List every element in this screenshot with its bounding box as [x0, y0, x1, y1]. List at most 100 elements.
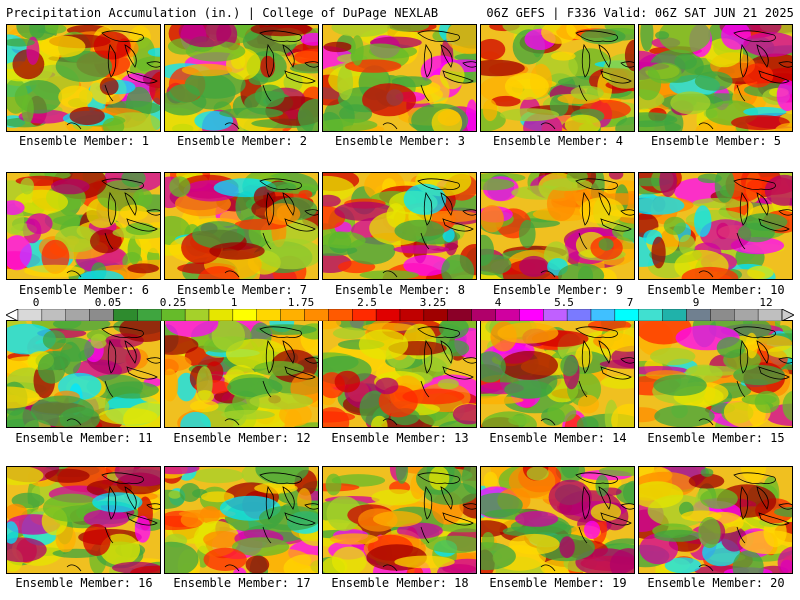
colorbar-swatch — [280, 309, 305, 321]
ensemble-panel-7 — [164, 172, 319, 280]
ensemble-member-label: Ensemble Member: 4 — [492, 134, 624, 148]
great-lakes-outline — [224, 472, 318, 572]
colorbar-swatch — [447, 309, 472, 321]
colorbar-swatch — [734, 309, 759, 321]
great-lakes-outline — [698, 472, 792, 572]
colorbar-tick-label: 1 — [230, 296, 238, 309]
great-lakes-outline — [66, 472, 160, 572]
precip-map — [639, 321, 792, 427]
great-lakes-outline — [698, 326, 792, 426]
ensemble-panel-9 — [480, 172, 635, 280]
great-lakes-outline — [224, 178, 318, 278]
colorbar-swatch — [686, 309, 711, 321]
colorbar-tick-label: 2.5 — [357, 296, 377, 309]
ensemble-panel-17 — [164, 466, 319, 574]
ensemble-member-label: Ensemble Member: 1 — [18, 134, 150, 148]
great-lakes-outline — [540, 30, 634, 130]
precip-map — [639, 173, 792, 279]
colorbar-tick-label: 9 — [692, 296, 700, 309]
colorbar-swatch — [89, 309, 114, 321]
ensemble-member-label: Ensemble Member: 9 — [492, 283, 624, 297]
ensemble-panel-5 — [638, 24, 793, 132]
colorbar-swatch — [614, 309, 639, 321]
ensemble-member-label: Ensemble Member: 6 — [18, 283, 150, 297]
colorbar-swatch — [208, 309, 234, 321]
ensemble-member-label: Ensemble Member: 20 — [647, 576, 785, 590]
colorbar-scale — [6, 309, 794, 321]
colorbar-tick-label: 4 — [494, 296, 502, 309]
colorbar-swatch — [757, 309, 783, 321]
colorbar-swatch — [65, 309, 90, 321]
ensemble-member-label: Ensemble Member: 11 — [15, 431, 153, 445]
precip-map — [323, 25, 476, 131]
colorbar-right-arrow — [781, 309, 794, 321]
colorbar-swatch — [41, 309, 66, 321]
great-lakes-outline — [66, 178, 160, 278]
colorbar-swatch — [566, 309, 592, 321]
colorbar-swatch — [590, 309, 616, 321]
ensemble-member-label: Ensemble Member: 17 — [173, 576, 311, 590]
ensemble-member-label: Ensemble Member: 5 — [650, 134, 782, 148]
precip-map — [481, 467, 634, 573]
colorbar-swatch — [256, 309, 281, 321]
colorbar-legend: 0 0.05 0.25 1 1.75 2.5 3.25 4 5.5 7 9 12 — [6, 296, 794, 321]
ensemble-member-label: Ensemble Member: 18 — [331, 576, 469, 590]
ensemble-member-label: Ensemble Member: 15 — [647, 431, 785, 445]
precip-map — [481, 173, 634, 279]
colorbar-tick-label: 7 — [626, 296, 634, 309]
ensemble-member-label: Ensemble Member: 13 — [331, 431, 469, 445]
colorbar-tick-label: 0.25 — [159, 296, 187, 309]
colorbar-tick-label: 0.05 — [94, 296, 122, 309]
ensemble-panel-18 — [322, 466, 477, 574]
ensemble-panel-3 — [322, 24, 477, 132]
precip-map — [481, 321, 634, 427]
ensemble-panel-11 — [6, 320, 161, 428]
ensemble-panel-13 — [322, 320, 477, 428]
precip-map — [7, 321, 160, 427]
precip-map — [323, 467, 476, 573]
great-lakes-outline — [382, 472, 476, 572]
colorbar-swatch — [304, 309, 329, 321]
colorbar-swatch — [184, 309, 210, 321]
precip-map — [165, 321, 318, 427]
colorbar-swatch — [328, 309, 353, 321]
colorbar-swatch — [137, 309, 162, 321]
ensemble-member-label: Ensemble Member: 7 — [176, 283, 308, 297]
colorbar-swatch — [495, 309, 520, 321]
great-lakes-outline — [66, 326, 160, 426]
precip-map — [323, 173, 476, 279]
precip-map — [165, 467, 318, 573]
ensemble-panel-2 — [164, 24, 319, 132]
great-lakes-outline — [540, 472, 634, 572]
colorbar-tick-label: 0 — [32, 296, 40, 309]
colorbar-swatch — [423, 309, 448, 321]
colorbar-swatch — [375, 309, 401, 321]
colorbar-swatch — [161, 309, 186, 321]
great-lakes-outline — [224, 326, 318, 426]
ensemble-member-label: Ensemble Member: 3 — [334, 134, 466, 148]
ensemble-panel-8 — [322, 172, 477, 280]
great-lakes-outline — [698, 178, 792, 278]
colorbar-tick-label: 3.25 — [419, 296, 447, 309]
great-lakes-outline — [224, 30, 318, 130]
colorbar-swatch — [399, 309, 425, 321]
precip-map — [7, 173, 160, 279]
ensemble-panel-4 — [480, 24, 635, 132]
ensemble-panel-15 — [638, 320, 793, 428]
great-lakes-outline — [382, 178, 476, 278]
ensemble-panel-14 — [480, 320, 635, 428]
ensemble-member-label: Ensemble Member: 14 — [489, 431, 627, 445]
great-lakes-outline — [66, 30, 160, 130]
ensemble-panel-16 — [6, 466, 161, 574]
precip-map — [165, 25, 318, 131]
ensemble-panel-20 — [638, 466, 793, 574]
great-lakes-outline — [540, 178, 634, 278]
ensemble-member-label: Ensemble Member: 8 — [334, 283, 466, 297]
colorbar-left-arrow — [6, 309, 19, 321]
colorbar-swatch — [543, 309, 568, 321]
page-title: Precipitation Accumulation (in.) | Colle… — [6, 6, 439, 20]
great-lakes-outline — [698, 30, 792, 130]
model-run-info: 06Z GEFS | F336 Valid: 06Z SAT JUN 21 20… — [486, 6, 794, 20]
colorbar-tick-label: 5.5 — [554, 296, 574, 309]
ensemble-panel-6 — [6, 172, 161, 280]
